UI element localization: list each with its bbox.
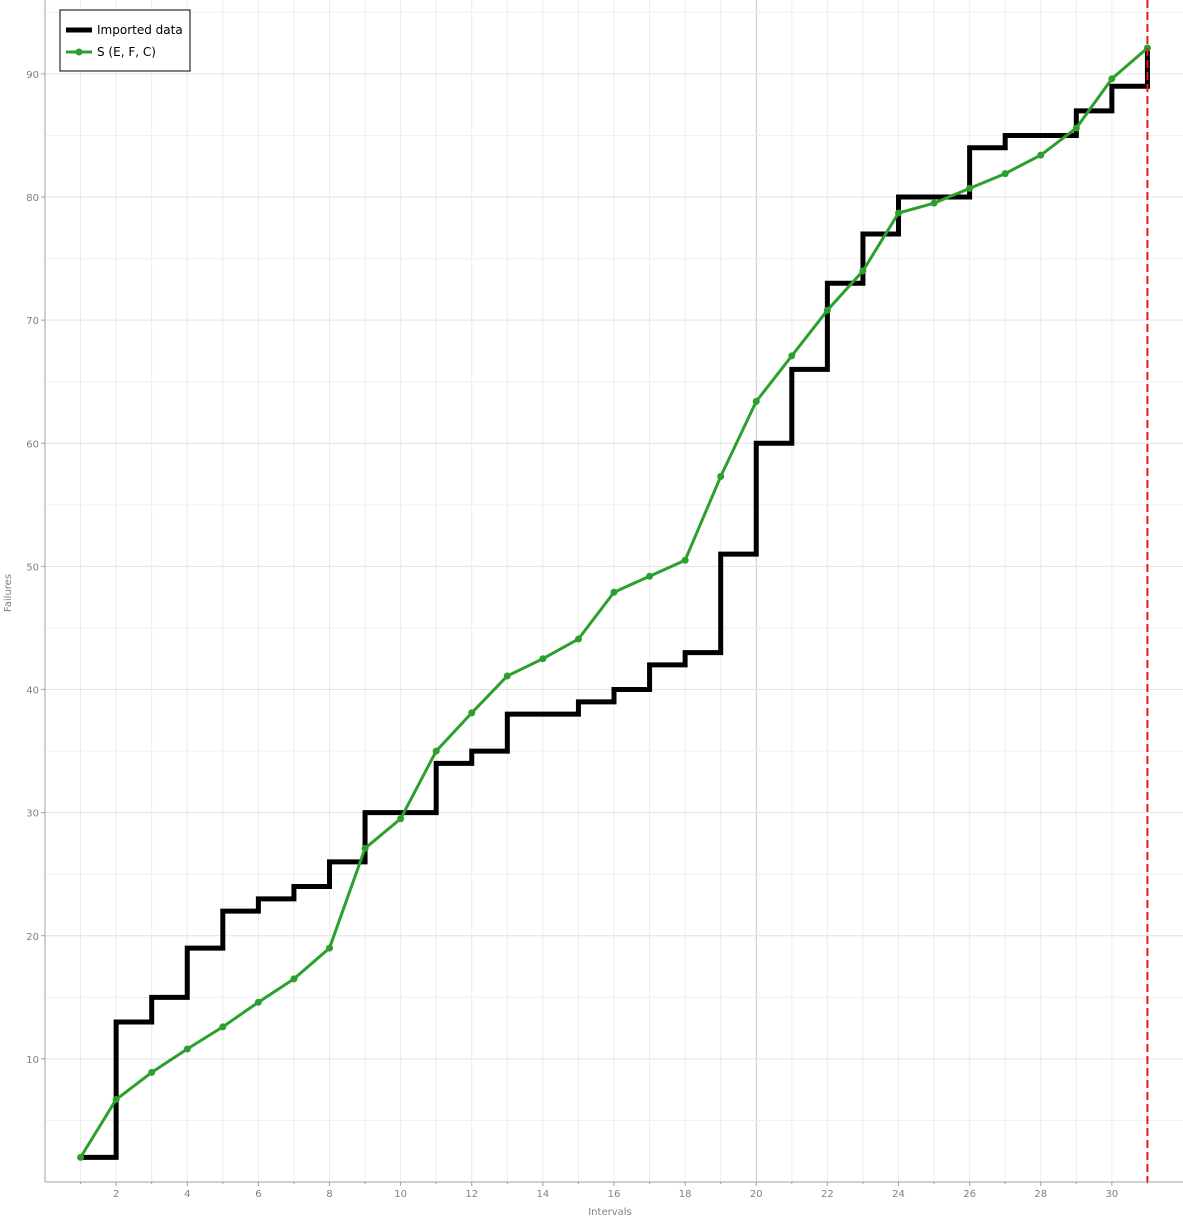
y-tick-label: 50 <box>26 562 39 573</box>
series-1-point <box>1108 75 1116 83</box>
x-tick-label: 12 <box>465 1189 478 1200</box>
x-tick-label: 18 <box>679 1189 692 1200</box>
x-tick-label: 26 <box>963 1189 976 1200</box>
legend: Imported data S (E, F, C) <box>59 9 191 72</box>
y-tick-label: 40 <box>26 686 39 697</box>
series-1-point <box>752 397 760 405</box>
x-tick-label: 22 <box>821 1189 834 1200</box>
x-tick-label: 14 <box>537 1189 550 1200</box>
grid <box>45 0 1183 1182</box>
y-tick-label: 90 <box>26 70 39 81</box>
series-1-point <box>361 844 369 852</box>
series-1-point <box>574 635 582 643</box>
y-tick-label: 30 <box>26 809 39 820</box>
series-1-point <box>503 672 511 680</box>
axes: 2 4 6 8 10 12 14 16 18 20 22 24 26 28 3010203040506070… <box>26 0 1183 1200</box>
series-1-point <box>966 184 974 192</box>
x-tick-label: 10 <box>394 1189 407 1200</box>
series-1-point <box>148 1068 156 1076</box>
y-tick-label: 10 <box>26 1055 39 1066</box>
series-1-point <box>539 655 547 663</box>
x-tick-label: 4 <box>184 1189 190 1200</box>
y-tick-label: 70 <box>26 316 39 327</box>
series-1-point <box>717 472 725 480</box>
series-1-point <box>397 815 405 823</box>
x-tick-label: 20 <box>750 1189 763 1200</box>
series-group <box>77 44 1151 1161</box>
series-1-point <box>1037 151 1045 159</box>
x-tick-label: 6 <box>255 1189 261 1200</box>
series-1-point <box>468 709 476 717</box>
x-tick-label: 28 <box>1034 1189 1047 1200</box>
y-tick-label: 80 <box>26 193 39 204</box>
series-1-point <box>77 1153 85 1161</box>
series-1-point <box>788 352 796 360</box>
series-1-point <box>895 209 902 217</box>
legend-label-0: Imported data <box>97 23 183 37</box>
series-1-point <box>290 975 298 983</box>
x-tick-label: 2 <box>113 1189 119 1200</box>
x-tick-label: 16 <box>608 1189 621 1200</box>
series-1-point <box>859 267 867 275</box>
series-1-point <box>823 306 831 314</box>
legend-box <box>59 9 191 72</box>
legend-label-1: S (E, F, C) <box>97 45 156 59</box>
series-1-point <box>1001 170 1009 178</box>
series-1-point <box>326 944 333 952</box>
y-tick-label: 60 <box>26 439 39 450</box>
series-1-point <box>681 556 689 564</box>
x-tick-label: 30 <box>1106 1189 1119 1200</box>
legend-marker-1 <box>75 48 83 56</box>
series-1-point <box>183 1045 191 1053</box>
series-1-point <box>219 1023 227 1031</box>
series-1-point <box>112 1096 120 1104</box>
series-1-point <box>646 572 654 580</box>
x-tick-label: 8 <box>326 1189 332 1200</box>
series-0-step-line <box>78 46 1150 1160</box>
y-axis-title: Failures <box>3 574 14 612</box>
x-axis-title: Intervals <box>588 1207 632 1218</box>
y-tick-label: 20 <box>26 932 39 943</box>
series-1-point <box>610 588 618 596</box>
series-1-point <box>930 199 938 207</box>
series-1-point <box>432 747 440 755</box>
series-1-point <box>254 998 262 1006</box>
series-1-point <box>1072 124 1080 132</box>
x-tick-label: 24 <box>892 1189 905 1200</box>
